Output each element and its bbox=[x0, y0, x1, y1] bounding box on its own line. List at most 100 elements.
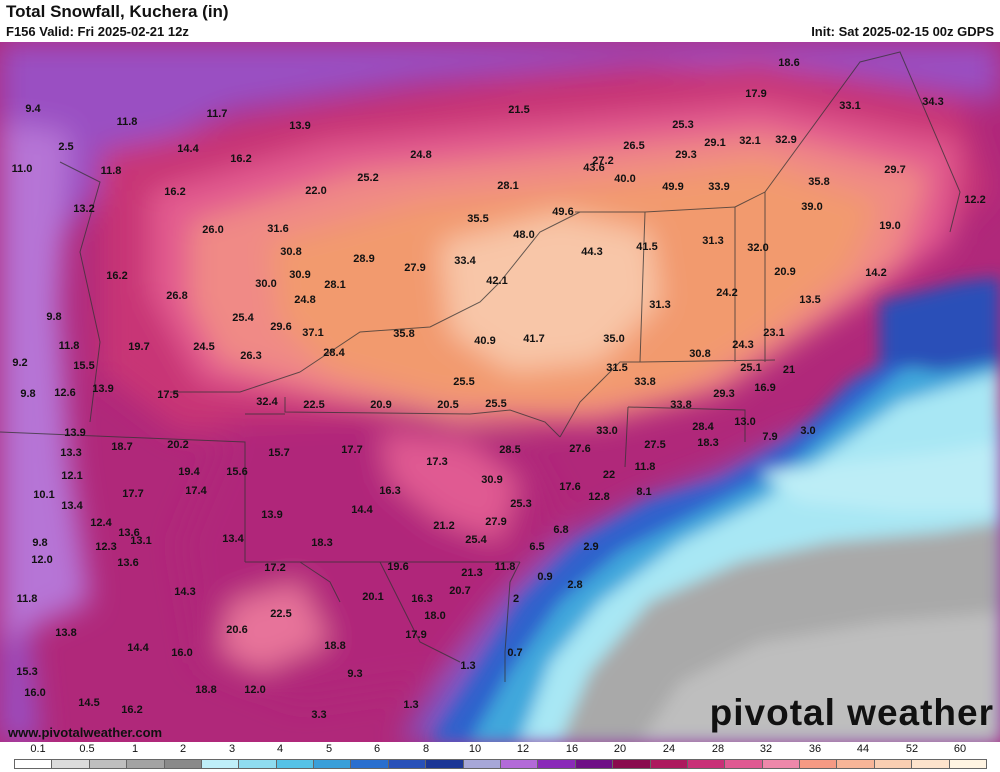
website-url[interactable]: www.pivotalweather.com bbox=[8, 725, 163, 740]
legend-tick-label: 60 bbox=[953, 743, 967, 755]
snowfall-value: 16.2 bbox=[106, 270, 128, 282]
valid-time: F156 Valid: Fri 2025-02-21 12z bbox=[6, 24, 189, 39]
snowfall-value: 8.1 bbox=[636, 486, 652, 498]
snowfall-value: 2.9 bbox=[583, 541, 599, 553]
snowfall-value: 2.8 bbox=[567, 579, 583, 591]
legend-swatch bbox=[350, 759, 389, 769]
snowfall-value: 25.3 bbox=[510, 498, 532, 510]
snowfall-value: 25.5 bbox=[485, 398, 507, 410]
snowfall-value: 20.1 bbox=[362, 591, 384, 603]
snowfall-map[interactable]: 9.4 11.8 11.7 13.9 21.5 18.6 17.9 33.1 34.3 25.3 2… bbox=[0, 42, 1000, 742]
snowfall-value: 31.5 bbox=[606, 362, 628, 374]
legend-tick-label: 1 bbox=[131, 743, 139, 755]
snowfall-value: 32.0 bbox=[747, 242, 769, 254]
snowfall-value: 14.2 bbox=[865, 267, 887, 279]
legend-swatch bbox=[836, 759, 875, 769]
snowfall-value: 25.3 bbox=[672, 119, 694, 131]
snowfall-value: 11.8 bbox=[100, 165, 122, 177]
snowfall-value: 17.6 bbox=[559, 481, 581, 493]
legend-swatch bbox=[537, 759, 576, 769]
snowfall-value: 28.5 bbox=[499, 444, 521, 456]
legend-swatch bbox=[88, 759, 128, 769]
snowfall-value: 29.1 bbox=[704, 137, 726, 149]
legend-tick-label: 0.5 bbox=[79, 743, 95, 755]
snowfall-value: 39.0 bbox=[801, 201, 823, 213]
snowfall-value: 20.5 bbox=[437, 399, 459, 411]
snowfall-value: 25.4 bbox=[465, 534, 487, 546]
snowfall-value: 9.3 bbox=[347, 668, 363, 680]
snowfall-value: 13.6 bbox=[118, 527, 140, 539]
snowfall-value: 9.2 bbox=[12, 357, 28, 369]
snowfall-value: 16.0 bbox=[24, 687, 46, 699]
snowfall-value: 12.0 bbox=[31, 554, 53, 566]
legend-swatch bbox=[574, 759, 614, 769]
snowfall-value: 24.5 bbox=[193, 341, 215, 353]
header: Total Snowfall, Kuchera (in) F156 Valid:… bbox=[0, 0, 1000, 42]
snowfall-value: 17.2 bbox=[264, 562, 286, 574]
state-borders bbox=[0, 51, 961, 682]
snowfall-value: 13.6 bbox=[117, 557, 139, 569]
legend-swatch bbox=[799, 759, 838, 769]
snowfall-value: 10.1 bbox=[33, 489, 55, 501]
snowfall-value: 28.4 bbox=[692, 421, 714, 433]
snowfall-value: 31.6 bbox=[267, 223, 289, 235]
legend-colorbar: 0.1 0.5 1 2 3 4 5 6 8 10 12 16 20 24 28 32 36 44 52 60 bbox=[0, 742, 1000, 772]
snowfall-value: 11.7 bbox=[206, 108, 228, 120]
snowfall-value: 22.5 bbox=[270, 608, 292, 620]
snowfall-value: 17.9 bbox=[405, 629, 427, 641]
snowfall-value: 18.8 bbox=[324, 640, 346, 652]
snowfall-value: 21.5 bbox=[508, 104, 530, 116]
snowfall-value: 9.8 bbox=[32, 537, 48, 549]
snowfall-value: 20.2 bbox=[167, 439, 189, 451]
snowfall-value: 25.2 bbox=[357, 172, 379, 184]
snowfall-value: 21.3 bbox=[461, 567, 483, 579]
snowfall-value: 15.3 bbox=[16, 666, 38, 678]
snowfall-value: 2 bbox=[512, 593, 520, 605]
snowfall-value: 40.0 bbox=[614, 173, 636, 185]
snowfall-value: 25.5 bbox=[453, 376, 475, 388]
snowfall-value: 49.9 bbox=[662, 181, 684, 193]
snowfall-value: 13.9 bbox=[64, 427, 86, 439]
snowfall-value: 19.0 bbox=[879, 220, 901, 232]
snowfall-value: 28.1 bbox=[324, 279, 346, 291]
snowfall-value: 35.5 bbox=[467, 213, 489, 225]
snowfall-value: 33.9 bbox=[708, 181, 730, 193]
snowfall-value: 15.6 bbox=[226, 466, 248, 478]
legend-swatch bbox=[51, 759, 90, 769]
snowfall-value: 16.0 bbox=[171, 647, 193, 659]
legend-tick-label: 5 bbox=[325, 743, 333, 755]
snowfall-value: 29.7 bbox=[884, 164, 906, 176]
snowfall-value: 22.5 bbox=[303, 399, 325, 411]
snowfall-value: 35.0 bbox=[603, 333, 625, 345]
legend-tick-label: 2 bbox=[179, 743, 187, 755]
legend-swatch bbox=[387, 759, 427, 769]
legend-swatch bbox=[724, 759, 763, 769]
snowfall-value: 49.6 bbox=[552, 206, 574, 218]
snowfall-value: 42.1 bbox=[486, 275, 508, 287]
snowfall-value: 3.3 bbox=[311, 709, 327, 721]
snowfall-value: 27.5 bbox=[644, 439, 666, 451]
snowfall-value: 0.7 bbox=[507, 647, 523, 659]
snowfall-value: 12.0 bbox=[244, 684, 266, 696]
snowfall-value: 32.9 bbox=[775, 134, 797, 146]
snowfall-value: 37.1 bbox=[302, 327, 324, 339]
legend-tick-label: 6 bbox=[373, 743, 381, 755]
snowfall-value: 13.1 bbox=[130, 535, 152, 547]
snowfall-value: 13.9 bbox=[289, 120, 311, 132]
snowfall-value: 18.0 bbox=[424, 610, 446, 622]
snowfall-value: 13.5 bbox=[799, 294, 821, 306]
legend-tick-label: 44 bbox=[856, 743, 870, 755]
legend-swatch bbox=[911, 759, 950, 769]
snowfall-value: 27.9 bbox=[485, 516, 507, 528]
snowfall-value: 13.3 bbox=[60, 447, 82, 459]
snowfall-value: 33.8 bbox=[634, 376, 656, 388]
snowfall-value: 15.7 bbox=[268, 447, 290, 459]
legend-swatch bbox=[275, 759, 315, 769]
snowfall-value: 11.0 bbox=[11, 163, 33, 175]
legend-tick-label: 52 bbox=[905, 743, 919, 755]
snowfall-value: 34.3 bbox=[922, 96, 944, 108]
snowfall-value: 0.9 bbox=[537, 571, 553, 583]
snowfall-value: 24.8 bbox=[294, 294, 316, 306]
snowfall-value: 33.1 bbox=[839, 100, 861, 112]
legend-swatch bbox=[761, 759, 801, 769]
